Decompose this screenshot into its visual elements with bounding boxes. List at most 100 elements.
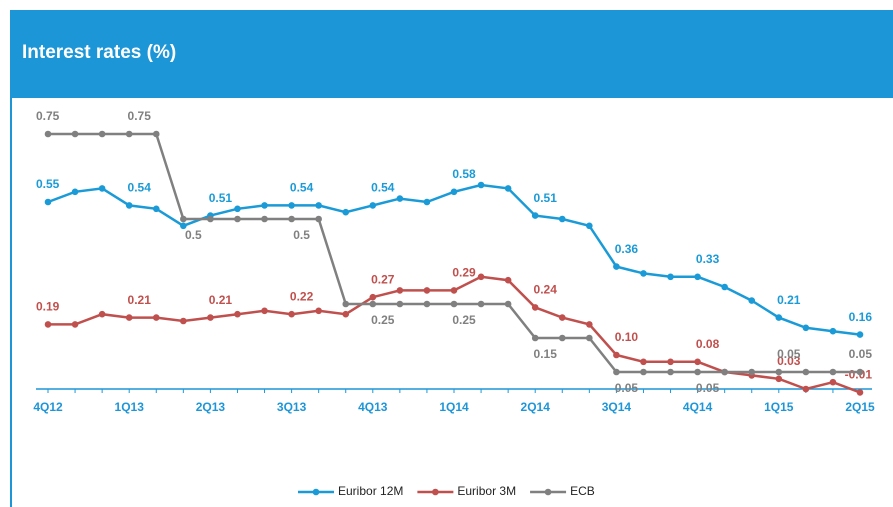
data-point [504,185,512,192]
data-point [71,130,79,138]
data-point [152,205,160,213]
data-point [721,368,728,376]
x-tick-label: 3Q14 [602,400,632,414]
header-bar [10,10,893,98]
data-point [694,368,701,376]
legend-label: ECB [570,484,595,498]
data-point [667,368,674,376]
data-point [694,273,701,281]
data-point [586,321,593,328]
x-tick-label: 3Q13 [277,400,307,414]
data-point [775,314,783,321]
data-point [396,300,404,308]
data-label: 0.51 [534,191,558,205]
data-point [396,287,404,294]
data-point [207,314,214,321]
data-point [586,334,593,342]
data-label: 0.33 [696,252,720,266]
data-label: 0.55 [36,177,60,191]
data-point [234,310,241,318]
data-point [152,130,160,138]
data-point [288,310,295,318]
data-point [856,331,864,338]
data-point [613,351,620,359]
data-point [531,304,539,311]
data-point [748,368,756,376]
data-label: 0.58 [452,167,476,181]
data-label: 0.15 [534,347,558,361]
data-point [44,198,52,206]
data-label: 0.25 [371,313,395,327]
data-point [342,300,350,308]
data-point [586,222,593,230]
data-point [748,297,756,304]
data-point [558,314,566,321]
chart-title: Interest rates (%) [22,42,176,63]
x-tick-label: 1Q13 [115,400,145,414]
data-label: 0.54 [371,181,395,195]
data-point [180,222,187,230]
data-point [423,198,431,206]
data-point [558,215,566,223]
data-label: 0.51 [209,191,233,205]
data-point [288,215,295,223]
data-point [342,310,350,318]
data-label: 0.22 [290,289,314,303]
legend-label: Euribor 3M [457,484,516,498]
legend-label: Euribor 12M [338,484,403,498]
data-label: 0.36 [615,242,639,256]
data-label: 0.16 [849,310,873,324]
data-point [450,300,458,308]
data-point [640,270,647,277]
data-point [613,368,620,376]
data-point [152,314,160,321]
data-label: 0.75 [36,109,60,123]
data-point [721,283,728,291]
data-point [288,202,295,209]
data-label: 0.25 [452,313,476,327]
data-point [802,324,810,332]
data-label: 0.19 [36,300,60,314]
data-point [261,215,268,223]
data-point [613,263,620,270]
data-point [396,195,404,202]
x-tick-label: 1Q14 [439,400,469,414]
data-point [450,287,458,294]
data-label: 0.08 [696,337,720,351]
data-label: 0.75 [128,109,152,123]
data-point [667,358,674,366]
data-point [477,300,485,308]
data-point [423,300,431,308]
data-point [315,202,322,209]
data-point [315,215,322,223]
data-point [180,317,187,325]
data-label: 0.21 [128,293,152,307]
data-point [98,310,106,318]
data-point [125,130,133,138]
data-point [450,188,458,196]
data-point [640,368,647,376]
data-point [775,368,783,376]
legend-marker [544,488,552,496]
data-point [98,130,106,138]
data-label: 0.03 [777,354,801,368]
x-tick-label: 4Q12 [33,400,63,414]
data-point [802,368,810,376]
data-point [369,293,377,301]
data-point [98,185,106,192]
data-point [694,358,701,366]
x-tick-label: 2Q15 [845,400,875,414]
data-point [315,307,322,315]
data-point [125,314,133,321]
data-label: 0.24 [534,283,558,297]
x-tick-label: 4Q13 [358,400,388,414]
data-point [180,215,187,223]
x-tick-label: 2Q13 [196,400,226,414]
data-label: 0.21 [777,293,801,307]
data-point [829,368,837,376]
data-point [856,389,864,396]
x-tick-label: 4Q14 [683,400,713,414]
data-point [207,215,214,223]
data-point [71,188,79,196]
